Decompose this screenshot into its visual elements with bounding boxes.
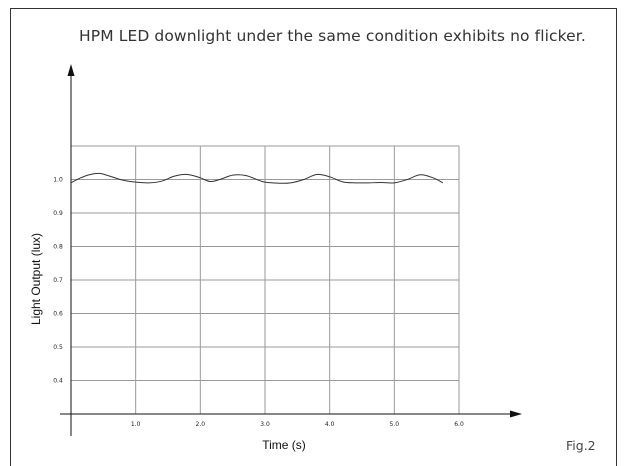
chart-axes [60, 64, 522, 436]
y-tick-label: 0.7 [53, 277, 63, 284]
chart-tick-labels: 0.4 0.5 0.6 0.7 0.8 0.9 1.0 1.0 2.0 3.0 4.0 5.0 6.0 [53, 177, 464, 429]
figure-label: Fig.2 [566, 438, 596, 453]
x-tick-label: 1.0 [131, 421, 141, 428]
x-tick-label: 6.0 [454, 421, 464, 428]
y-axis-title: Light Output (lux) [29, 233, 43, 325]
chart-series [70, 172, 444, 184]
y-tick-label: 0.8 [53, 244, 63, 251]
y-tick-label: 0.6 [53, 311, 63, 318]
x-tick-label: 3.0 [260, 421, 270, 428]
series-line [70, 172, 444, 184]
chart-grid [71, 145, 460, 414]
x-tick-label: 2.0 [196, 421, 206, 428]
figure-caption: HPM LED downlight under the same conditi… [79, 27, 586, 45]
x-axis-arrow [510, 410, 522, 418]
y-tick-label: 1.0 [53, 177, 63, 184]
y-tick-label: 0.9 [53, 210, 63, 217]
x-tick-label: 4.0 [325, 421, 335, 428]
y-tick-label: 0.5 [53, 344, 63, 351]
x-axis-title: Time (s) [262, 438, 306, 452]
y-axis-arrow [67, 64, 75, 76]
x-tick-label: 5.0 [390, 421, 400, 428]
y-tick-label: 0.4 [53, 378, 63, 385]
figure-frame [10, 8, 617, 466]
